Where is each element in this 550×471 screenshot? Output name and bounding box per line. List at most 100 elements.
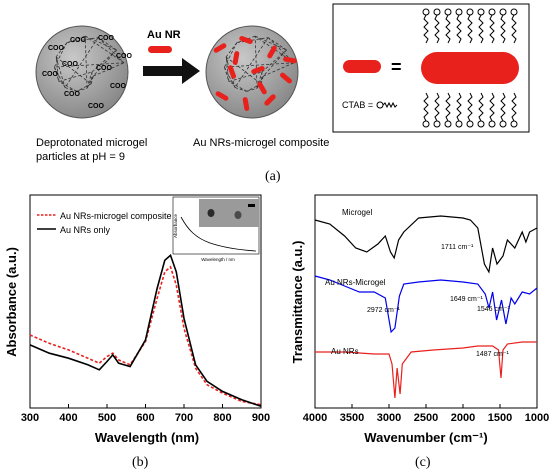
- ctab-tail: [467, 14, 473, 44]
- arrow-nanorod: [148, 46, 172, 53]
- ctab-tail: [478, 14, 484, 44]
- x-tick-label-c: 2000: [451, 412, 475, 424]
- network-strand: [236, 35, 256, 44]
- ctab-icon: [376, 101, 398, 109]
- inset-scalebar: [248, 204, 255, 207]
- network-strand: [260, 71, 263, 84]
- x-tick-label-b: 700: [175, 412, 193, 424]
- x-tick-label-b: 900: [252, 412, 270, 424]
- nanorod: [239, 35, 253, 45]
- series-label-aunrs: Au NRs: [331, 347, 359, 356]
- y-axis-label-c: Transmittance (a.u.): [290, 241, 305, 364]
- series-line-b: [29, 253, 262, 408]
- plot-frame-c: [314, 194, 538, 409]
- x-tick-label-b: 400: [59, 412, 77, 424]
- nanorod: [267, 45, 277, 59]
- x-tick-label-b: 600: [136, 412, 154, 424]
- legend-b: Au NRs-microgel composite Au NRs only: [37, 211, 172, 235]
- uv-vis-chart: 300 400 500 600 700 800 900 Wavelength (nm) Ab…: [4, 194, 270, 470]
- x-axis-ticks-c: 4000 3500 3000 2500 2000 1500 1000: [303, 404, 549, 424]
- equals-sign: =: [391, 57, 402, 77]
- network-strand: [54, 62, 125, 68]
- network-strand: [91, 49, 117, 73]
- network-strand: [254, 36, 258, 89]
- network-strand: [254, 35, 287, 51]
- annotation-2972: 2972 cm⁻¹: [367, 307, 401, 314]
- network-strand: [84, 35, 125, 64]
- arrow-label: Au NR: [147, 29, 181, 41]
- ctab-tail: [489, 92, 495, 122]
- network-strand: [224, 66, 236, 88]
- nanorod: [264, 94, 276, 106]
- x-tick-label-b: 300: [21, 412, 39, 424]
- inset-plot: Wavelength / nm Absorbance: [172, 196, 260, 262]
- particle-label-line2: particles at pH = 9: [36, 151, 125, 163]
- coo-label: COO: [110, 83, 127, 90]
- nanorod: [215, 91, 229, 101]
- network-strand: [246, 87, 258, 92]
- ctab-tail: [500, 14, 506, 44]
- series-line-c: [314, 215, 538, 274]
- annotation-1487: 1487 cm⁻¹: [476, 351, 510, 358]
- series-line-b: [29, 265, 262, 406]
- x-axis-label-b: Wavelength (nm): [95, 430, 199, 445]
- coo-label: COO: [88, 103, 105, 110]
- ctab-tail: [456, 92, 462, 122]
- nanorod: [242, 97, 250, 111]
- x-tick-label-c: 4000: [303, 412, 327, 424]
- network-strand: [54, 67, 60, 82]
- panel-label-a: (a): [265, 169, 281, 184]
- y-axis-label-b: Absorbance (a.u.): [4, 247, 19, 357]
- network-strand: [236, 37, 269, 44]
- reaction-arrow: [143, 58, 200, 84]
- network-strand: [86, 75, 94, 89]
- ctab-tail: [445, 14, 451, 44]
- nanorod: [227, 65, 237, 79]
- nanorod-symbol: [343, 60, 381, 73]
- panel-label-c: (c): [415, 455, 431, 470]
- ftir-chart: 4000 3500 3000 2500 2000 1500 1000 Wavenumber …: [290, 194, 549, 470]
- network-strand: [224, 42, 238, 68]
- x-tick-label-b: 500: [98, 412, 116, 424]
- network-strand: [55, 56, 60, 82]
- series-line-c: [314, 275, 538, 334]
- network-strand: [93, 62, 125, 77]
- microgel-network: [54, 35, 125, 92]
- nanorod: [257, 81, 267, 95]
- network-strand: [54, 66, 66, 88]
- x-axis-label-c: Wavenumber (cm⁻¹): [364, 430, 487, 445]
- network-strand: [228, 81, 247, 92]
- ctab-tail: [423, 14, 429, 44]
- composite-label: Au NRs-microgel composite: [193, 137, 329, 149]
- particle-label-line1: Deprotonated microgel: [36, 137, 147, 149]
- network-strand: [55, 56, 92, 85]
- nanorod: [283, 56, 297, 64]
- x-tick-label-b: 800: [213, 412, 231, 424]
- annotation-1546: 1546 cm⁻¹: [477, 306, 511, 313]
- network-strand: [97, 37, 125, 64]
- legend-label-composite: Au NRs-microgel composite: [60, 211, 172, 221]
- x-axis-ticks-b: 300 400 500 600 700 800 900: [21, 404, 270, 424]
- x-tick-label-c: 1000: [525, 412, 549, 424]
- coo-label: COO: [70, 37, 87, 44]
- inset-vial-1: [207, 209, 215, 217]
- ctab-tail: [467, 92, 473, 122]
- ctab-tail: [489, 14, 495, 44]
- panel-label-b: (b): [132, 455, 149, 470]
- series-lines-b: [29, 253, 262, 408]
- network-strand: [92, 49, 117, 77]
- network-strand: [58, 71, 93, 82]
- legend-label-aunrs: Au NRs only: [60, 225, 111, 235]
- x-tick-label-c: 3500: [340, 412, 364, 424]
- ctab-tail: [434, 14, 440, 44]
- network-strand: [263, 62, 295, 77]
- annotation-1649: 1649 cm⁻¹: [450, 296, 484, 303]
- nanorod: [232, 51, 240, 65]
- network-strand: [86, 71, 93, 89]
- network-strand: [262, 49, 287, 77]
- embedded-nanorods: [213, 35, 297, 111]
- network-strand: [66, 37, 99, 44]
- network-strand: [225, 56, 262, 85]
